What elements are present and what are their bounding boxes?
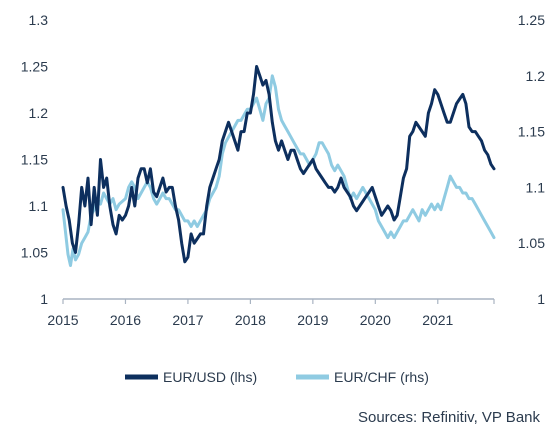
x-tick-label: 2021 (422, 312, 453, 328)
y-left-tick-label: 1.15 (21, 152, 48, 168)
x-tick-label: 2016 (110, 312, 141, 328)
x-tick-label: 2018 (235, 312, 266, 328)
y-left-tick-label: 1.3 (29, 12, 49, 28)
series-lines (61, 65, 496, 267)
y-left-tick-label: 1.05 (21, 245, 48, 261)
x-ticks: 2015 2016 2017 2018 2019 2020 2021 (47, 299, 495, 328)
y-right-tick-label: 1.05 (518, 235, 545, 251)
x-tick-label: 2020 (360, 312, 391, 328)
y-left-tick-label: 1.2 (29, 105, 49, 121)
series-line-eur-usd (61, 65, 496, 264)
y-right-tick-label: 1.25 (518, 12, 545, 28)
series-line-eur-chf (61, 74, 496, 267)
y-left-tick-label: 1.1 (29, 198, 49, 214)
y-left-tick-label: 1 (40, 291, 48, 307)
x-tick-label: 2015 (47, 312, 78, 328)
y-right-tick-labels: 1 1.05 1.1 1.15 1.2 1.25 (518, 12, 545, 307)
x-tick-label: 2019 (297, 312, 328, 328)
legend-label-eur-usd: EUR/USD (lhs) (163, 369, 257, 385)
y-right-tick-label: 1.1 (526, 179, 546, 195)
y-left-tick-labels: 1 1.05 1.1 1.15 1.2 1.25 1.3 (21, 12, 48, 307)
source-note: Sources: Refinitiv, VP Bank (358, 409, 541, 426)
y-right-tick-label: 1 (537, 291, 545, 307)
y-left-tick-label: 1.25 (21, 59, 48, 75)
x-tick-label: 2017 (172, 312, 203, 328)
y-right-tick-label: 1.15 (518, 124, 545, 140)
legend-label-eur-chf: EUR/CHF (rhs) (334, 369, 429, 385)
y-right-tick-label: 1.2 (526, 68, 546, 84)
legend: EUR/USD (lhs) EUR/CHF (rhs) (125, 369, 429, 385)
